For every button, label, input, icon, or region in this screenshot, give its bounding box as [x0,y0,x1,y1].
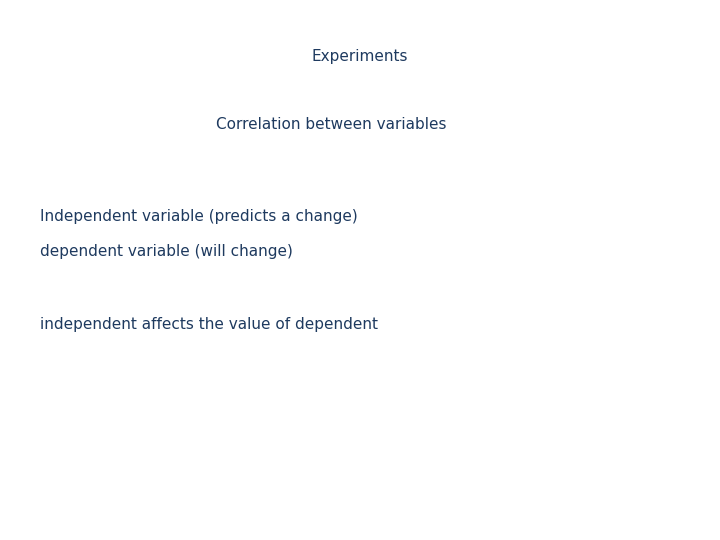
Text: independent affects the value of dependent: independent affects the value of depende… [40,316,377,332]
Text: Independent variable (predicts a change): Independent variable (predicts a change) [40,208,357,224]
Text: Correlation between variables: Correlation between variables [216,117,446,132]
Text: dependent variable (will change): dependent variable (will change) [40,244,292,259]
Text: Experiments: Experiments [312,49,408,64]
